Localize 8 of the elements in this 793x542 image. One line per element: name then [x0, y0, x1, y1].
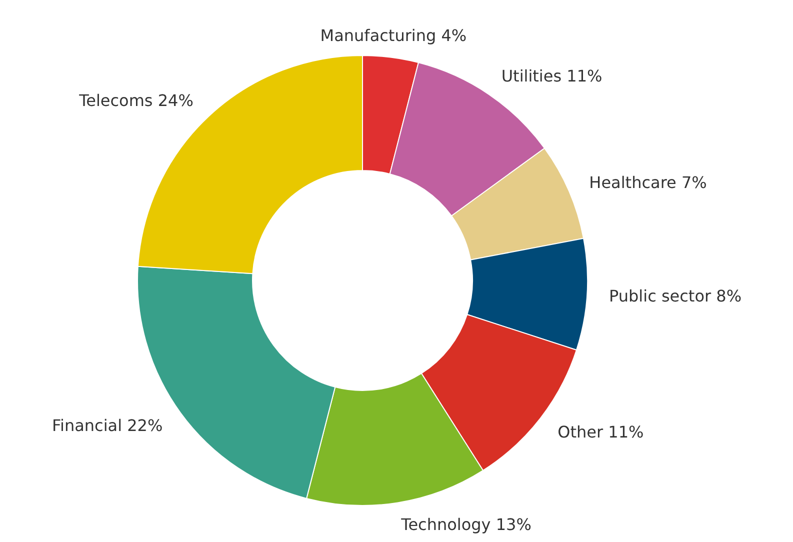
- slice-label: Telecoms 24%: [78, 90, 194, 110]
- slice-label: Financial 22%: [52, 416, 163, 436]
- slice-label: Technology 13%: [400, 514, 532, 534]
- slice-label: Utilities 11%: [501, 66, 602, 86]
- slice-label: Other 11%: [558, 422, 644, 442]
- slice-label: Manufacturing 4%: [320, 26, 467, 45]
- slice-label: Public sector 8%: [609, 286, 742, 306]
- slice-label: Healthcare 7%: [589, 172, 707, 192]
